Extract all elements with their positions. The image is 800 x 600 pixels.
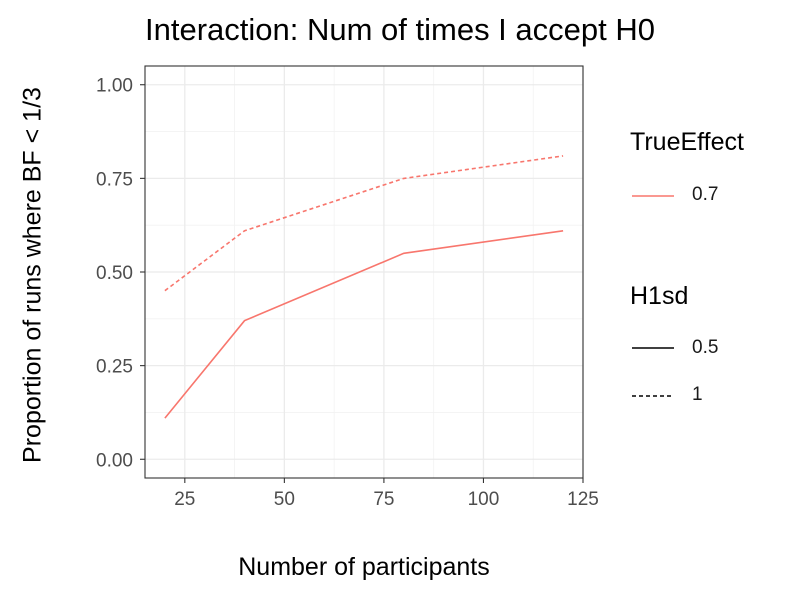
x-tick-label: 50 xyxy=(274,489,295,510)
y-tick-label: 0.25 xyxy=(96,357,133,378)
series-line-h1sd-0.5 xyxy=(164,230,564,419)
x-tick-label: 125 xyxy=(567,489,599,510)
y-tick-label: 1.00 xyxy=(96,76,133,97)
legend-keys xyxy=(632,195,674,397)
legend-label-1: 1 xyxy=(692,384,703,405)
y-tick-label: 0.00 xyxy=(96,450,133,471)
legend-title-h1sd: H1sd xyxy=(630,282,689,310)
axes: 25 50 75 100 125 0.00 0.25 0.50 0.75 1.00 xyxy=(96,76,599,510)
x-axis-label: Number of participants xyxy=(238,553,490,581)
legend-title-trueeffect: TrueEffect xyxy=(630,128,744,156)
legend-label-0.7: 0.7 xyxy=(692,184,719,205)
x-tick-label: 75 xyxy=(373,489,394,510)
x-tick-label: 100 xyxy=(468,489,500,510)
y-tick-label: 0.50 xyxy=(96,263,133,284)
chart-title: Interaction: Num of times I accept H0 xyxy=(145,12,655,47)
legend-label-0.5: 0.5 xyxy=(692,337,719,358)
series-line-h1sd-1 xyxy=(164,155,564,292)
y-axis-label: Proportion of runs where BF < 1/3 xyxy=(18,87,47,463)
y-tick-label: 0.75 xyxy=(96,169,133,190)
series-lines xyxy=(164,155,564,419)
major-gridlines xyxy=(145,66,584,478)
x-tick-label: 25 xyxy=(174,489,195,510)
